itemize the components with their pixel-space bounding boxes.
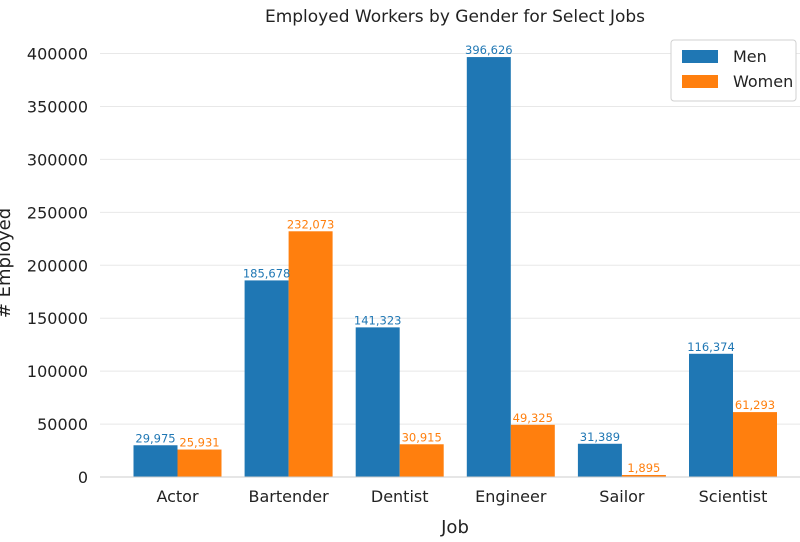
data-label: 396,626	[465, 43, 513, 57]
legend: Men Women	[670, 39, 797, 102]
data-label: 61,293	[735, 398, 775, 412]
gridlines	[100, 53, 800, 425]
x-tick-label: Bartender	[248, 487, 329, 506]
bar-men-sailor	[577, 443, 622, 477]
bar-men-scientist	[689, 353, 733, 477]
x-axis-label: Job	[440, 517, 469, 538]
bar-women-engineer	[510, 424, 555, 477]
x-tick-label: Actor	[156, 487, 199, 506]
x-axis-ticks: Actor Bartender Dentist Engineer Sailor Scien…	[156, 487, 767, 506]
bar-men-actor	[133, 445, 178, 477]
bar-women-scientist	[733, 412, 777, 477]
legend-label-women: Women	[733, 72, 793, 91]
data-label: 30,915	[402, 430, 442, 444]
legend-swatch-men	[682, 50, 718, 63]
x-tick-label: Scientist	[699, 487, 768, 506]
data-label: 185,678	[243, 266, 291, 280]
y-tick-label: 200000	[27, 256, 88, 275]
y-tick-label: 50000	[37, 415, 88, 434]
bar-women-actor	[177, 449, 222, 477]
y-tick-label: 100000	[27, 362, 88, 381]
y-tick-label: 0	[78, 468, 88, 487]
data-label: 31,389	[580, 430, 620, 444]
bar-women-dentist	[399, 444, 444, 477]
bar-men-engineer	[466, 57, 511, 477]
data-labels: 29,975 25,931 185,678 232,073 141,323 30,915 3…	[135, 43, 775, 475]
x-tick-label: Engineer	[475, 487, 547, 506]
data-label: 49,325	[513, 411, 553, 425]
data-label: 29,975	[135, 431, 175, 445]
legend-label-men: Men	[733, 47, 767, 66]
data-label: 232,073	[287, 217, 335, 231]
x-tick-label: Sailor	[599, 487, 645, 506]
chart-title: Employed Workers by Gender for Select Jo…	[265, 7, 645, 27]
data-label: 141,323	[354, 313, 402, 327]
bar-men-bartender	[244, 280, 289, 477]
x-tick-label: Dentist	[371, 487, 429, 506]
y-tick-label: 350000	[27, 97, 88, 116]
y-axis-label: # Employed	[0, 208, 15, 318]
y-tick-label: 250000	[27, 203, 88, 222]
data-label: 25,931	[179, 436, 219, 450]
bar-men-dentist	[355, 327, 400, 477]
bars	[133, 57, 777, 477]
data-label: 1,895	[627, 461, 660, 475]
y-tick-label: 400000	[27, 45, 88, 64]
y-axis-ticks: 0 50000 100000 150000 200000 250000 300000 3500…	[27, 45, 88, 488]
data-label: 116,374	[687, 340, 735, 354]
bar-women-sailor	[621, 474, 666, 477]
legend-swatch-women	[682, 75, 718, 88]
y-tick-label: 300000	[27, 150, 88, 169]
bar-women-bartender	[288, 231, 333, 477]
y-tick-label: 150000	[27, 309, 88, 328]
